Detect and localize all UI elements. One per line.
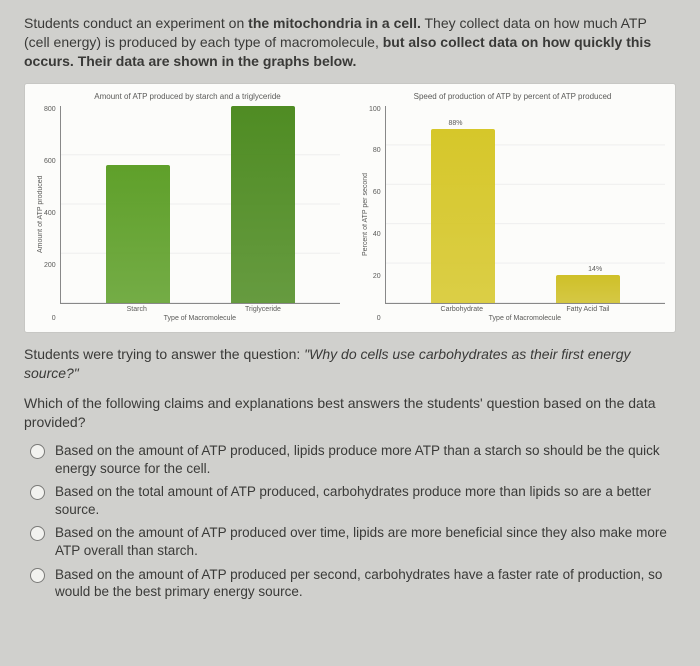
chart-left-xaxis: StarchTriglyceride <box>60 306 340 313</box>
question-main: Which of the following claims and explan… <box>24 394 676 432</box>
chart-right-plot: 88% 14% <box>385 106 665 304</box>
chart-left-ylabel: Amount of ATP produced <box>35 106 44 322</box>
intro-text: Students conduct an experiment on the mi… <box>24 14 676 71</box>
question-intro-prefix: Students were trying to answer the quest… <box>24 346 304 362</box>
chart-right-bar-0-label: 88% <box>449 120 463 127</box>
option-3-text: Based on the amount of ATP produced per … <box>55 566 676 601</box>
chart-right-xlabel: Type of Macromolecule <box>385 315 665 322</box>
chart-right-title: Speed of production of ATP by percent of… <box>414 92 612 102</box>
option-2-radio[interactable] <box>30 526 45 541</box>
option-2[interactable]: Based on the amount of ATP produced over… <box>30 524 676 559</box>
charts-container: Amount of ATP produced by starch and a t… <box>24 83 676 333</box>
option-1-radio[interactable] <box>30 485 45 500</box>
chart-right: Speed of production of ATP by percent of… <box>360 92 665 322</box>
options-list: Based on the amount of ATP produced, lip… <box>24 442 676 600</box>
chart-right-bar-1 <box>556 275 620 303</box>
chart-left-title: Amount of ATP produced by starch and a t… <box>94 92 280 102</box>
chart-left-xlabel: Type of Macromolecule <box>60 315 340 322</box>
chart-left-bar-1 <box>231 106 295 303</box>
option-3-radio[interactable] <box>30 568 45 583</box>
chart-right-yaxis: 100806040200 <box>369 106 385 322</box>
chart-right-bar-1-label: 14% <box>588 266 602 273</box>
chart-right-xaxis: CarbohydrateFatty Acid Tail <box>385 306 665 313</box>
option-0[interactable]: Based on the amount of ATP produced, lip… <box>30 442 676 477</box>
option-0-text: Based on the amount of ATP produced, lip… <box>55 442 676 477</box>
chart-left-plot <box>60 106 340 304</box>
option-1[interactable]: Based on the total amount of ATP produce… <box>30 483 676 518</box>
option-3[interactable]: Based on the amount of ATP produced per … <box>30 566 676 601</box>
chart-left: Amount of ATP produced by starch and a t… <box>35 92 340 322</box>
option-1-text: Based on the total amount of ATP produce… <box>55 483 676 518</box>
chart-right-ylabel: Percent of ATP per second <box>360 106 369 322</box>
question-intro: Students were trying to answer the quest… <box>24 345 676 383</box>
chart-left-yaxis: 8006004002000 <box>44 106 60 322</box>
chart-right-bar-0 <box>431 129 495 302</box>
option-0-radio[interactable] <box>30 444 45 459</box>
option-2-text: Based on the amount of ATP produced over… <box>55 524 676 559</box>
chart-left-bar-0 <box>106 165 170 303</box>
